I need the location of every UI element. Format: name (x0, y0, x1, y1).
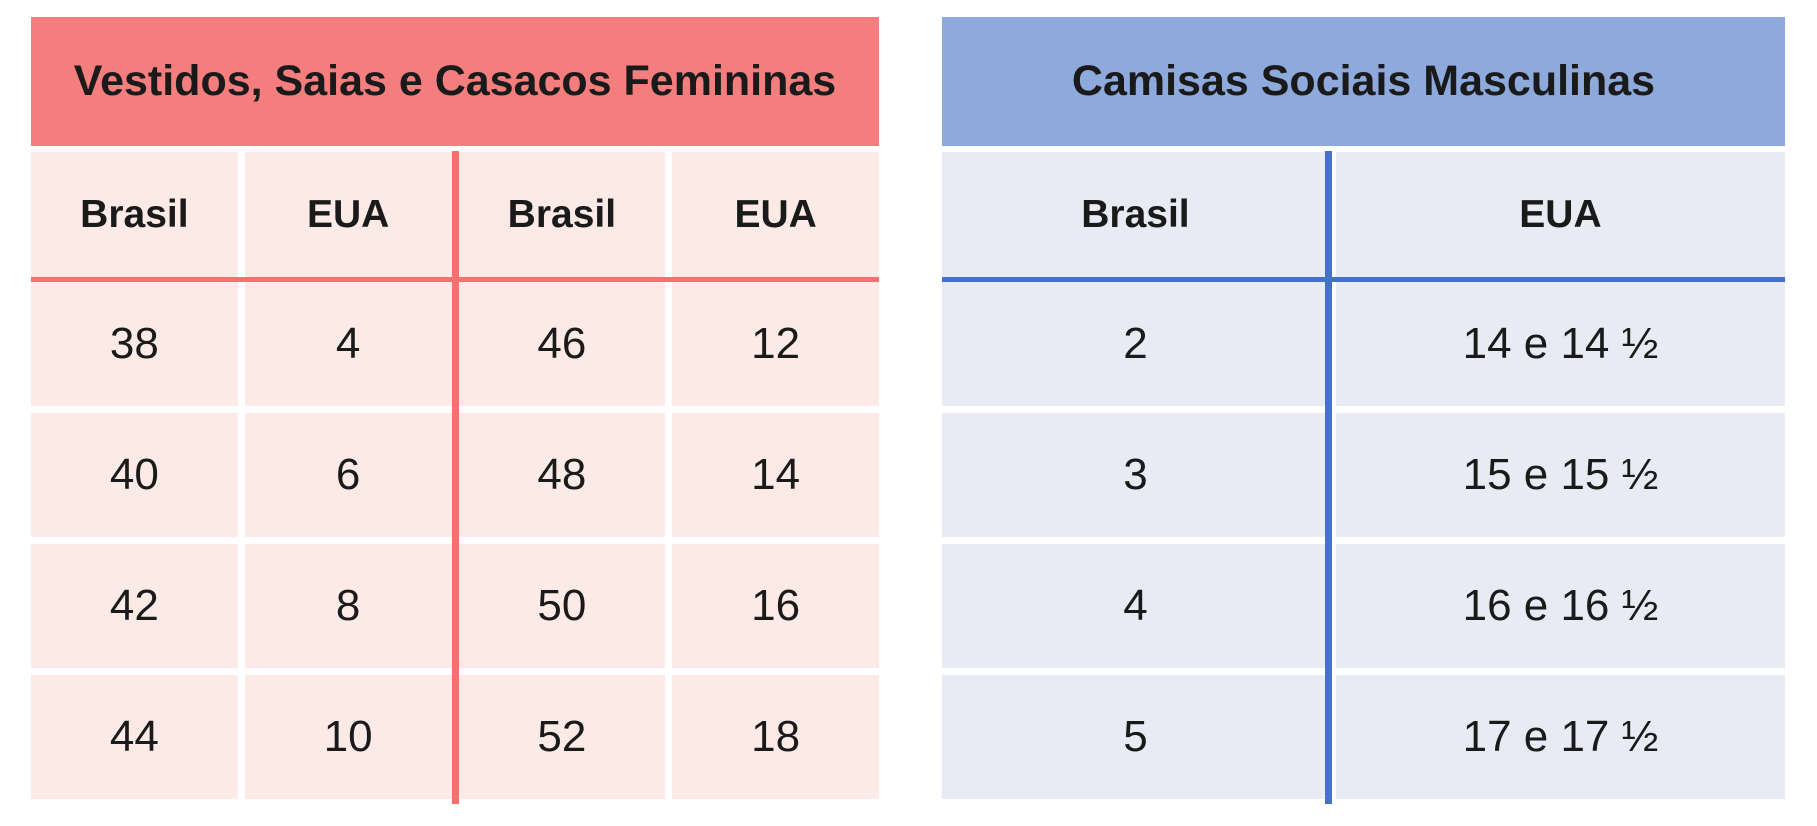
table-row: 4 16 e 16 ½ (942, 544, 1785, 668)
table-cell: 16 (672, 544, 879, 668)
table-cell: 48 (458, 413, 666, 537)
table-row: 5 17 e 17 ½ (942, 675, 1785, 799)
table-cell: 3 (942, 413, 1329, 537)
table-title-bar: Camisas Sociais Masculinas (942, 17, 1785, 146)
column-header: Brasil (458, 152, 666, 277)
column-header: Brasil (31, 152, 238, 277)
table-row: 3 15 e 15 ½ (942, 413, 1785, 537)
table-cell: 44 (31, 675, 238, 799)
table-cell: 4 (942, 544, 1329, 668)
male-shirts-size-table: Camisas Sociais Masculinas Brasil EUA 2 … (942, 17, 1785, 804)
accent-divider-vertical (1325, 151, 1333, 804)
table-cell: 10 (244, 675, 452, 799)
table-cell: 50 (458, 544, 666, 668)
table-cell: 6 (244, 413, 452, 537)
table-cell: 46 (458, 282, 666, 406)
table-row: 44 10 52 18 (31, 675, 879, 799)
table-cell: 52 (458, 675, 666, 799)
column-header: Brasil (942, 152, 1329, 277)
table-cell: 16 e 16 ½ (1335, 544, 1785, 668)
accent-divider-horizontal (942, 277, 1785, 282)
table-cell: 14 e 14 ½ (1335, 282, 1785, 406)
table-cell: 2 (942, 282, 1329, 406)
table-cell: 18 (672, 675, 879, 799)
table-cell: 38 (31, 282, 238, 406)
header-row: Brasil EUA Brasil EUA (31, 152, 879, 277)
column-header: EUA (244, 152, 452, 277)
table-cell: 15 e 15 ½ (1335, 413, 1785, 537)
column-header: EUA (672, 152, 879, 277)
table-cell: 17 e 17 ½ (1335, 675, 1785, 799)
column-header: EUA (1335, 152, 1785, 277)
table-cell: 14 (672, 413, 879, 537)
accent-divider-vertical (451, 151, 459, 804)
table-cell: 40 (31, 413, 238, 537)
table-title: Vestidos, Saias e Casacos Femininas (73, 57, 837, 105)
table-title-bar: Vestidos, Saias e Casacos Femininas (31, 17, 879, 146)
header-row: Brasil EUA (942, 152, 1785, 277)
table-cell: 12 (672, 282, 879, 406)
table-row: 40 6 48 14 (31, 413, 879, 537)
table-title: Camisas Sociais Masculinas (1071, 57, 1656, 105)
table-row: 42 8 50 16 (31, 544, 879, 668)
table-cell: 42 (31, 544, 238, 668)
female-clothing-size-table: Vestidos, Saias e Casacos Femininas Bras… (31, 17, 879, 804)
table-row: 2 14 e 14 ½ (942, 282, 1785, 406)
table-row: 38 4 46 12 (31, 282, 879, 406)
table-cell: 8 (244, 544, 452, 668)
table-cell: 5 (942, 675, 1329, 799)
table-cell: 4 (244, 282, 452, 406)
